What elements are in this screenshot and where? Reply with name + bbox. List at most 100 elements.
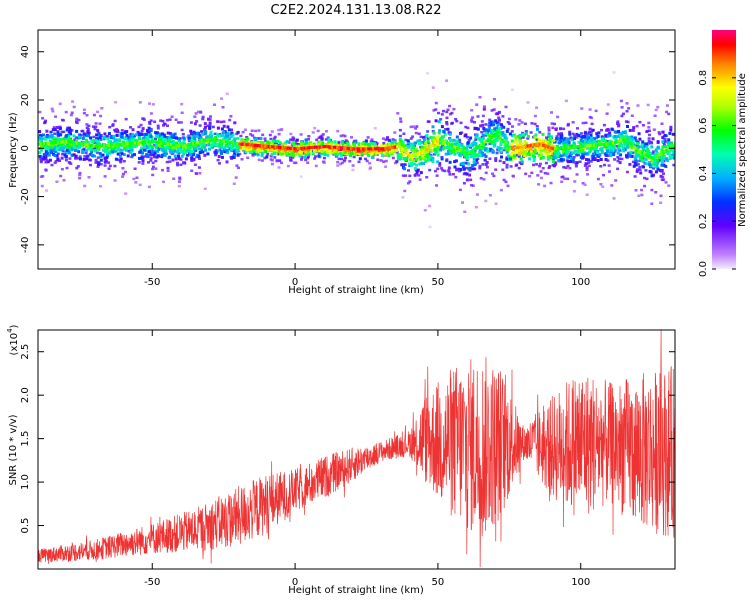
spectrogram-x-label: Height of straight line (km) [288, 285, 424, 296]
spectrogram-cell [213, 132, 217, 136]
spectrogram-cell [168, 146, 172, 150]
spectrogram-peak [440, 139, 444, 143]
spectrogram-cell [365, 145, 369, 149]
spectrogram-peak [111, 143, 115, 147]
spectrogram-cell [459, 143, 463, 147]
spectrogram-cell [653, 164, 657, 168]
spectrogram-cell [111, 124, 115, 127]
spectrogram-cell [266, 140, 270, 144]
spectrogram-cell [478, 146, 482, 150]
spectrogram-cell [163, 122, 167, 126]
spectrogram-cell [361, 142, 365, 146]
spectrogram-peak [212, 138, 216, 142]
spectrogram-peak [185, 143, 189, 147]
spectrogram-cell [502, 178, 506, 182]
spectrogram-cell [217, 134, 221, 138]
spectrogram-cell [489, 123, 493, 127]
spectrogram-cell [625, 145, 629, 149]
spectrogram-cell [434, 151, 438, 155]
spectrogram-cell [59, 138, 63, 142]
spectrogram-cell [407, 155, 411, 159]
spectrogram-cell [168, 118, 172, 121]
spectrogram-peak [649, 155, 653, 159]
spectrogram-cell [584, 121, 588, 125]
spectrogram-cell [149, 112, 153, 115]
spectrogram-cell [343, 141, 347, 144]
spectrogram-cell [299, 152, 303, 156]
spectrogram-cell [451, 142, 455, 146]
spectrogram-cell [524, 149, 528, 153]
spectrogram-cell [320, 138, 324, 142]
spectrogram-cell [553, 122, 556, 126]
spectrogram-cell [441, 135, 445, 139]
spectrogram-cell [68, 145, 72, 149]
spectrogram-cell [464, 133, 468, 137]
spectrogram-cell [645, 143, 648, 147]
spectrogram-cell [502, 125, 506, 129]
spectrogram-cell [643, 162, 647, 165]
spectrogram-cell [585, 193, 589, 196]
spectrogram-cell [210, 144, 214, 148]
spectrogram-cell [645, 145, 649, 149]
spectrogram-cell [218, 148, 222, 151]
spectrogram-cell [530, 145, 534, 149]
spectrogram-cell [436, 153, 440, 157]
spectrogram-cell [494, 136, 498, 139]
spectrogram-cell [476, 153, 480, 157]
spectrogram-cell [306, 161, 310, 164]
spectrogram-peak [231, 141, 235, 145]
spectrogram-peak [116, 143, 120, 146]
spectrogram-cell [364, 139, 368, 143]
spectrogram-cell [190, 138, 194, 142]
spectrogram-cell [367, 143, 371, 147]
spectrogram-peak [428, 145, 432, 149]
spectrogram-cell [88, 158, 92, 162]
spectrogram-cell [506, 121, 510, 124]
y-tick-label: 40 [20, 45, 31, 58]
spectrogram-cell [450, 111, 454, 115]
spectrogram-cell [253, 152, 257, 156]
spectrogram-cell [511, 125, 514, 128]
spectrogram-cell [151, 145, 155, 149]
spectrogram-cell [227, 145, 230, 149]
spectrogram-cell [323, 153, 327, 156]
spectrogram-cell [53, 138, 57, 142]
spectrogram-cell [499, 132, 503, 136]
spectrogram-cell [505, 150, 509, 154]
spectrogram-cell [613, 130, 617, 134]
spectrogram-cell [193, 144, 197, 147]
spectrogram-cell [428, 168, 432, 172]
spectrogram-cell [357, 152, 361, 156]
spectrogram-cell [60, 156, 64, 160]
spectrogram-cell [260, 154, 264, 158]
spectrogram-cell [484, 134, 488, 137]
spectrogram-cell [499, 141, 503, 145]
spectrogram-cell [246, 137, 250, 141]
spectrogram-cell [155, 155, 159, 159]
spectrogram-cell [481, 151, 485, 155]
spectrogram-peak [493, 133, 497, 137]
spectrogram-cell [413, 144, 417, 148]
spectrogram-cell [593, 150, 597, 154]
spectrogram-peak [399, 146, 403, 150]
spectrogram-cell [304, 150, 308, 154]
spectrogram-cell [141, 143, 145, 146]
spectrogram-cell [71, 147, 75, 151]
spectrogram-cell [492, 144, 496, 148]
spectrogram-cell [369, 166, 372, 169]
spectrogram-cell [547, 126, 551, 130]
spectrogram-cell [274, 142, 278, 145]
spectrogram-cell [492, 108, 496, 111]
spectrogram-cell [603, 145, 607, 149]
spectrogram-peak [526, 144, 530, 148]
spectrogram-peak [375, 147, 379, 151]
spectrogram-cell [645, 130, 649, 133]
spectrogram-cell [539, 153, 543, 157]
spectrogram-cell [506, 148, 510, 152]
spectrogram-peak [653, 156, 657, 160]
spectrogram-cell [191, 149, 195, 153]
spectrogram-cell [190, 150, 194, 153]
spectrogram-peak [38, 142, 41, 146]
spectrogram-peak [92, 144, 96, 148]
spectrogram-cell [266, 148, 270, 152]
